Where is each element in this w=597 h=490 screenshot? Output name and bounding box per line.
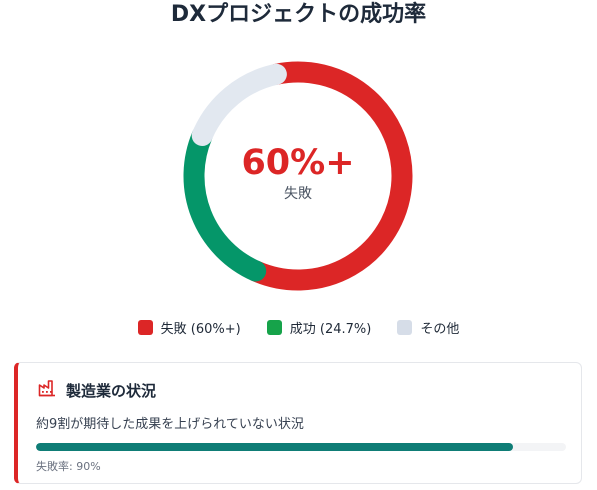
factory-icon — [38, 379, 56, 401]
legend-swatch-failure — [137, 319, 153, 335]
donut-slice-2 — [191, 63, 287, 146]
chart-title: DXプロジェクトの成功率 — [170, 2, 427, 27]
legend-swatch-other — [397, 319, 413, 335]
donut-slice-1 — [183, 124, 267, 282]
center-value: 60%+ — [241, 143, 355, 183]
card-header: 製造業の状況 — [38, 379, 156, 401]
center-label: 失敗 — [284, 186, 312, 202]
card-title: 製造業の状況 — [66, 381, 157, 400]
legend-item-success: 成功 (24.7%) — [266, 318, 372, 337]
manufacturing-card: 製造業の状況 約9割が期待した成果を上げられていない状況 失敗率: 90% — [14, 362, 582, 484]
legend: 失敗 (60%+) 成功 (24.7%) その他 — [0, 316, 597, 338]
legend-swatch-success — [266, 319, 282, 335]
progress-bar — [36, 443, 566, 451]
donut-chart — [183, 61, 413, 291]
legend-item-failure: 失敗 (60%+) — [137, 318, 241, 337]
legend-label-success: 成功 (24.7%) — [289, 321, 372, 337]
failure-rate-note: 失敗率: 90% — [36, 460, 101, 473]
legend-label-other: その他 — [420, 321, 460, 337]
legend-item-other: その他 — [397, 318, 459, 337]
donut-slice-0 — [245, 61, 413, 291]
legend-label-failure: 失敗 (60%+) — [160, 321, 241, 337]
card-description: 約9割が期待した成果を上げられていない状況 — [36, 417, 304, 432]
progress-fill — [36, 443, 513, 451]
